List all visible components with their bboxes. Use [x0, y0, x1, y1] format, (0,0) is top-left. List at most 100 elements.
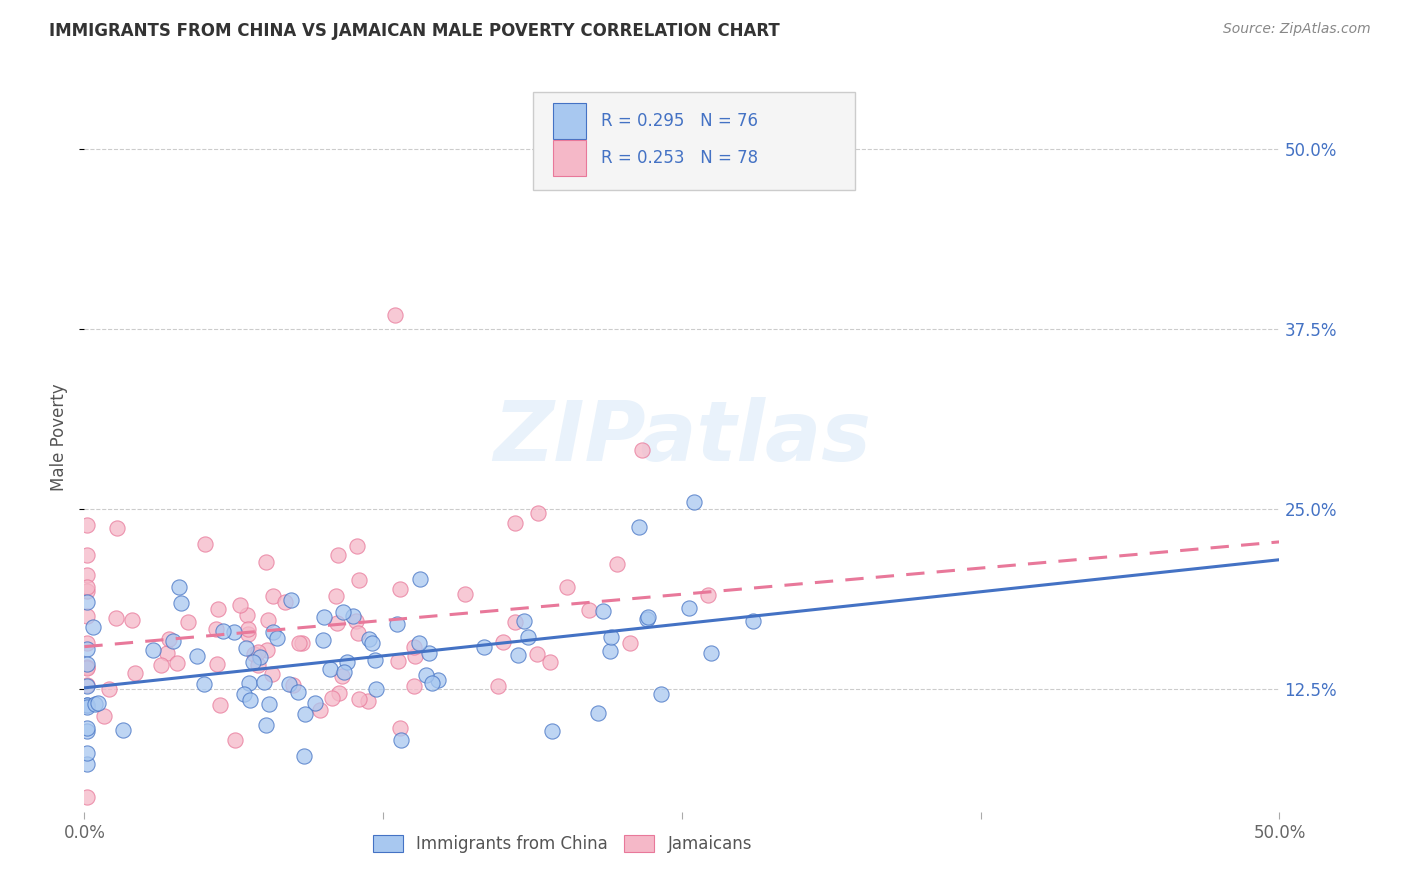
Point: [360, 636, 382, 650]
Point: [291, 636, 314, 650]
Point: [402, 679, 425, 693]
Point: [124, 666, 146, 681]
Point: [232, 687, 254, 701]
Point: [76, 595, 98, 609]
Point: [678, 601, 700, 615]
Point: [150, 658, 173, 673]
Bar: [553, 103, 586, 139]
Point: [364, 653, 387, 667]
Point: [236, 622, 259, 636]
Point: [76, 567, 98, 582]
Point: [540, 723, 562, 738]
Point: [76, 746, 98, 760]
Point: [427, 673, 450, 687]
Point: [326, 615, 349, 630]
Point: [344, 614, 367, 628]
Point: [347, 692, 370, 706]
Point: [513, 615, 536, 629]
Point: [87, 696, 110, 710]
Point: [262, 667, 284, 681]
Point: [326, 549, 349, 563]
Point: [259, 698, 281, 712]
Point: [98, 681, 121, 696]
Point: [243, 647, 266, 661]
Point: [418, 646, 440, 660]
Point: [742, 614, 765, 628]
Point: [76, 757, 98, 772]
Point: [347, 573, 370, 587]
Point: [599, 644, 621, 658]
Point: [389, 582, 412, 597]
Point: [346, 539, 368, 553]
Point: [157, 632, 180, 646]
Point: [538, 655, 561, 669]
Point: [76, 790, 98, 805]
Point: [650, 687, 672, 701]
Point: [253, 675, 276, 690]
Point: [404, 648, 426, 663]
Point: [207, 602, 229, 616]
Point: [76, 609, 98, 624]
Point: [170, 596, 193, 610]
Point: [402, 640, 425, 654]
Point: [308, 703, 330, 717]
Point: [76, 548, 98, 562]
Point: [578, 603, 600, 617]
Point: [76, 584, 98, 599]
Point: [486, 679, 509, 693]
Point: [76, 635, 98, 649]
Point: [342, 609, 364, 624]
Point: [697, 588, 720, 602]
Point: [76, 678, 98, 692]
Point: [262, 625, 284, 640]
Point: [420, 676, 443, 690]
Point: [262, 589, 284, 603]
Point: [357, 632, 380, 647]
Point: [247, 645, 270, 659]
Point: [364, 681, 387, 696]
Point: [409, 572, 432, 586]
Point: [333, 665, 356, 680]
Point: [166, 657, 188, 671]
Point: [76, 657, 98, 671]
Point: [278, 677, 301, 691]
Point: [280, 593, 302, 607]
Point: [257, 613, 280, 627]
Point: [229, 598, 252, 612]
Point: [224, 624, 246, 639]
Point: [76, 580, 98, 594]
Point: [588, 706, 610, 720]
Point: [238, 626, 260, 640]
Point: [503, 615, 526, 629]
Point: [328, 686, 350, 700]
Point: [107, 521, 129, 535]
Point: [636, 612, 658, 626]
Point: [472, 640, 495, 654]
Text: R = 0.295   N = 76: R = 0.295 N = 76: [600, 112, 758, 130]
Point: [683, 495, 706, 509]
Point: [194, 537, 217, 551]
Point: [82, 620, 104, 634]
Point: [239, 693, 262, 707]
Y-axis label: Male Poverty: Male Poverty: [51, 384, 69, 491]
Point: [76, 724, 98, 739]
Point: [76, 517, 98, 532]
Point: [631, 442, 654, 457]
Point: [304, 696, 326, 710]
Point: [142, 642, 165, 657]
Point: [76, 699, 98, 714]
Point: [93, 708, 115, 723]
Point: [408, 636, 430, 650]
Point: [287, 685, 309, 699]
Text: Source: ZipAtlas.com: Source: ZipAtlas.com: [1223, 22, 1371, 37]
Point: [76, 721, 98, 735]
Legend: Immigrants from China, Jamaicans: Immigrants from China, Jamaicans: [366, 828, 759, 860]
Point: [385, 617, 408, 632]
Point: [283, 678, 305, 692]
Point: [76, 661, 98, 675]
Point: [204, 622, 226, 636]
Point: [249, 649, 271, 664]
Point: [84, 697, 107, 711]
Point: [454, 587, 477, 601]
Point: [619, 636, 641, 650]
